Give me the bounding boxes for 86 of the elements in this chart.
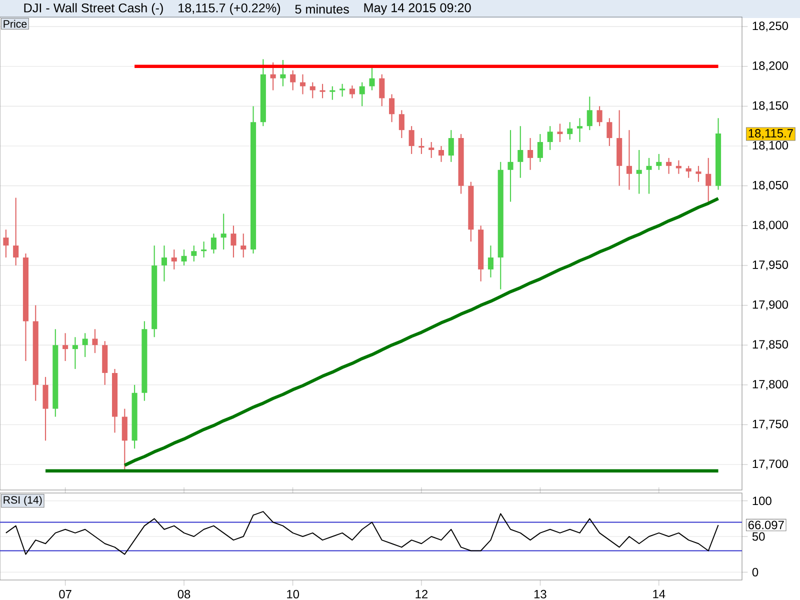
candlestick [349,84,355,99]
y-tick-label: 18,150 [752,101,788,112]
x-tick-label: 07 [59,590,72,598]
candlestick [240,233,246,258]
candlestick [547,126,553,151]
candlestick [13,197,19,266]
candlestick [537,134,543,162]
candlestick [596,106,602,127]
candlestick [42,376,48,442]
candlestick [706,157,712,202]
candlestick [330,86,336,100]
text: 18,115.7 [748,129,793,139]
line-series [5,511,719,555]
candlestick [646,157,652,194]
candlestick [359,82,365,107]
y-tick-label: 17,700 [752,460,788,470]
candlestick [528,138,534,170]
candlestick [290,70,296,91]
candlestick [508,130,514,202]
y-tick-label: 50 [752,532,765,541]
candlestick [300,74,306,95]
candlestick [626,130,632,190]
candlestick [686,165,692,178]
y-tick-label: 100 [752,496,772,506]
candlestick [428,141,434,158]
candlestick [3,229,9,258]
text: 66.097 [748,520,784,530]
chart-title: DJI - Wall Street Cash (-) [24,3,163,15]
y-axis-title: Price [4,20,27,28]
x-tick-label: 13 [534,590,546,598]
x-tick-label: 08 [178,590,190,598]
x-tick-label: 10 [287,590,300,598]
candlestick [369,66,375,91]
candlestick [398,110,404,139]
candlestick [191,245,197,262]
candlestick [567,122,573,140]
candlestick [448,130,454,162]
candlestick [171,248,177,270]
candlestick [488,245,494,278]
candlestick [586,96,592,131]
y-tick-label: 18,250 [752,22,788,32]
candlestick [606,118,612,147]
candlestick [379,74,385,107]
candlestick [340,83,346,98]
y-tick-label: 0 [752,568,758,576]
candlestick [82,332,88,358]
candlestick [408,126,414,155]
x-tick-label: 12 [416,590,428,598]
text: May 14 2015 09:20 [364,3,471,15]
y-tick-label: 17,800 [752,380,788,390]
y-tick-label: 17,900 [752,300,788,310]
candlestick [280,59,286,87]
candlestick [310,82,316,99]
y-tick-label: 17,950 [752,260,788,270]
candlestick [201,241,207,258]
candlestick [210,233,216,254]
y-tick-label: 17,750 [752,420,788,430]
candlestick [438,145,444,162]
candlestick [656,153,662,170]
y-tick-label: 17,850 [752,340,788,350]
candlestick [270,62,276,91]
x-tick-label: 14 [653,590,666,598]
candlestick [220,213,226,250]
y-tick-label: 18,000 [752,220,788,231]
y-tick-label: 18,200 [752,61,788,72]
y-tick-label: 18,050 [752,180,788,191]
candlestick [72,336,78,370]
candlestick [636,149,642,194]
candlestick [62,332,68,362]
candlestick [557,123,563,143]
candlestick [389,94,395,123]
candlestick [92,328,98,354]
text: 5 minutes [295,4,349,14]
y-tick-label: 18,100 [752,141,788,151]
candlestick [576,118,583,143]
text: 18,115.7 (+0.22%) [178,3,280,15]
candlestick [518,126,524,178]
y-axis-title: RSI (14) [4,496,42,506]
candlestick [161,245,167,282]
candlestick [676,160,682,174]
candlestick [666,157,672,174]
candlestick [320,83,326,99]
candlestick [181,248,187,266]
candlestick [418,138,424,155]
candlestick [230,225,236,258]
candlestick [696,165,702,182]
